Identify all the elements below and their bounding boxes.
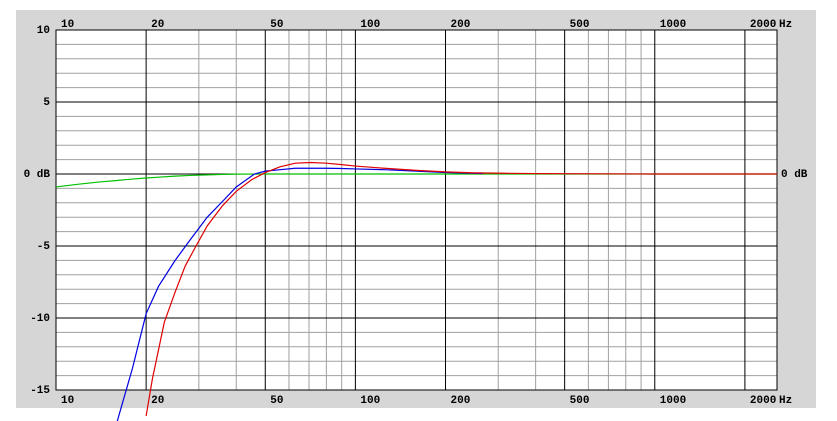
- x-tick-label-top: 1000: [660, 19, 686, 31]
- series-line: [145, 161, 777, 417]
- x-tick-label-top: 500: [570, 19, 590, 31]
- x-tick-label-bottom: 2000: [750, 395, 776, 407]
- y-tick-label: -15: [30, 385, 50, 397]
- series-line: [55, 173, 777, 188]
- x-tick-label-top: 200: [451, 19, 471, 31]
- y-tick-label: 5: [43, 97, 50, 109]
- x-tick-label-top: 10: [61, 19, 74, 31]
- right-y-tick-label: 0 dB: [781, 169, 808, 181]
- x-tick-label-top: 50: [270, 19, 283, 31]
- series-line: [116, 167, 484, 421]
- x-tick-label-bottom: 1000: [660, 395, 686, 407]
- x-tick-label-bottom: 20: [151, 395, 164, 407]
- x-tick-label-bottom: 200: [451, 395, 471, 407]
- x-tick-label-top: 100: [360, 19, 380, 31]
- y-tick-label: -5: [37, 241, 51, 253]
- y-tick-label: 0 dB: [24, 169, 51, 181]
- x-tick-label-bottom: 50: [270, 395, 283, 407]
- x-unit-top: Hz: [779, 19, 792, 31]
- x-tick-label-bottom: 500: [570, 395, 590, 407]
- plot-bg: [56, 30, 777, 390]
- plot-frame: [55, 29, 778, 391]
- x-unit-bottom: Hz: [779, 395, 792, 407]
- x-tick-label-bottom: 100: [360, 395, 380, 407]
- y-tick-label: 10: [37, 25, 50, 37]
- x-tick-label-top: 2000: [750, 19, 776, 31]
- x-tick-label-top: 20: [151, 19, 164, 31]
- y-tick-label: -10: [30, 313, 50, 325]
- x-tick-label-bottom: 10: [61, 395, 74, 407]
